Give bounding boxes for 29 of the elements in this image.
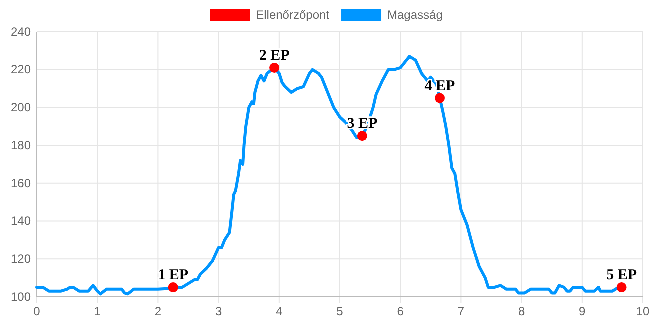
- point: [168, 282, 178, 293]
- y-tick-label: 100: [10, 290, 32, 304]
- legend-label: Magasság: [388, 8, 443, 22]
- point: [270, 62, 280, 73]
- x-tick-label: 4: [276, 304, 284, 319]
- x-tick-label: 2: [154, 304, 162, 319]
- x-tick-label: 7: [458, 304, 465, 319]
- x-tick-label: 10: [636, 304, 650, 319]
- point: [357, 131, 368, 142]
- y-tick-label: 140: [10, 214, 32, 228]
- annotation: 1 EP: [158, 268, 189, 284]
- y-tick-label: 120: [10, 252, 32, 266]
- annotation: 2 EP: [259, 48, 290, 64]
- annotation: 5 EP: [606, 268, 637, 284]
- point: [434, 93, 445, 104]
- y-tick-label: 160: [10, 176, 32, 190]
- x-tick-label: 8: [518, 304, 526, 319]
- x-tick-label: 5: [336, 304, 344, 319]
- x-tick-label: 3: [215, 304, 222, 319]
- point: [616, 282, 627, 293]
- x-tick-label: 6: [397, 304, 404, 319]
- legend-label: Ellenőrzőpont: [256, 8, 330, 22]
- x-tick-label: 1: [94, 304, 102, 319]
- x-tick-label: 9: [579, 304, 586, 319]
- y-tick-label: 240: [10, 24, 32, 39]
- y-tick-label: 220: [10, 62, 32, 77]
- y-tick-label: 200: [10, 100, 32, 115]
- x-tick-label: 0: [34, 304, 41, 319]
- y-tick-label: 180: [10, 138, 32, 152]
